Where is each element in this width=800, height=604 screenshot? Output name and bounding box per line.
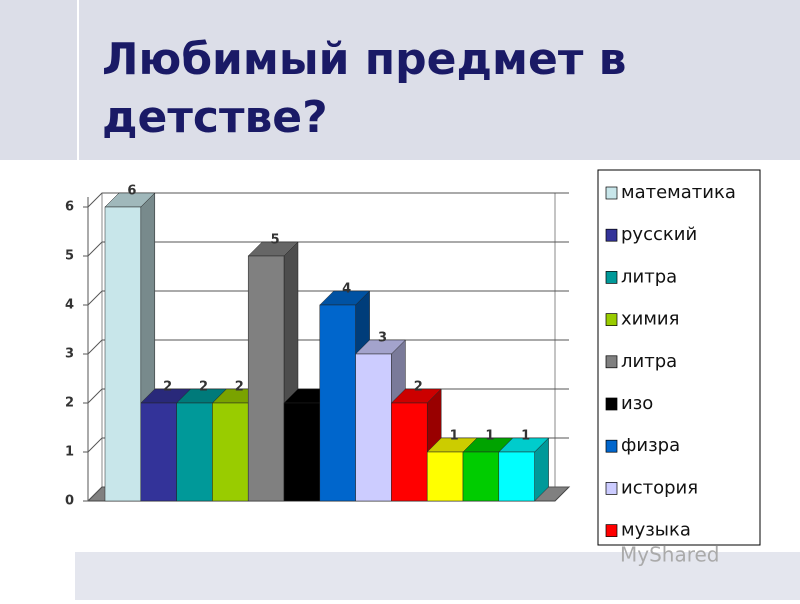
bar bbox=[355, 353, 392, 502]
data-label: 1 bbox=[450, 429, 459, 444]
legend-label: литра bbox=[621, 351, 677, 372]
data-label: 6 bbox=[127, 184, 136, 199]
y-tick-label: 3 bbox=[65, 347, 74, 362]
bar bbox=[426, 451, 464, 502]
grid-line bbox=[87, 388, 103, 404]
legend-label: литра bbox=[621, 266, 677, 287]
legend-swatch bbox=[605, 313, 618, 326]
legend-swatch bbox=[605, 482, 618, 495]
bottom-band bbox=[75, 552, 800, 600]
legend-label: русский bbox=[621, 224, 697, 245]
bar bbox=[498, 451, 535, 502]
bar bbox=[176, 402, 213, 502]
bar bbox=[104, 206, 142, 502]
y-tick-label: 4 bbox=[65, 298, 74, 313]
legend-swatch bbox=[605, 524, 618, 537]
data-label: 2 bbox=[414, 380, 423, 395]
bar bbox=[391, 402, 428, 502]
grid-line bbox=[87, 437, 103, 453]
data-label: 1 bbox=[485, 429, 494, 444]
bar bbox=[283, 402, 321, 502]
y-tick-label: 2 bbox=[65, 396, 74, 411]
y-tick-label: 6 bbox=[65, 200, 74, 215]
legend-swatch bbox=[605, 439, 618, 453]
data-label: 1 bbox=[521, 429, 530, 444]
slide-title: Любимый предмет в детстве? bbox=[102, 34, 627, 143]
data-label: 2 bbox=[163, 380, 172, 395]
data-label: 2 bbox=[199, 380, 208, 395]
bar bbox=[247, 255, 285, 502]
grid-line bbox=[87, 290, 103, 306]
legend-label: физра bbox=[621, 435, 680, 456]
watermark: MyShared bbox=[620, 543, 720, 567]
grid-line bbox=[87, 486, 103, 502]
legend-swatch bbox=[605, 271, 618, 284]
legend-label: химия bbox=[621, 309, 679, 330]
grid-line bbox=[87, 241, 103, 257]
y-tick-label: 5 bbox=[65, 249, 74, 264]
data-label: 4 bbox=[342, 282, 351, 297]
bar bbox=[462, 451, 500, 502]
bar bbox=[140, 402, 177, 502]
legend-label: музыка bbox=[621, 520, 691, 541]
bar bbox=[319, 304, 356, 502]
legend-label: математика bbox=[621, 182, 736, 203]
data-label: 2 bbox=[235, 380, 244, 395]
grid-line bbox=[87, 339, 103, 355]
legend-box bbox=[597, 169, 761, 546]
y-tick-label: 0 bbox=[65, 494, 74, 509]
legend-swatch bbox=[605, 397, 618, 411]
grid-line bbox=[87, 192, 103, 208]
legend-label: изо bbox=[621, 393, 653, 414]
legend-swatch bbox=[605, 186, 618, 200]
legend-label: история bbox=[621, 477, 698, 498]
title-band bbox=[0, 0, 800, 160]
legend-swatch bbox=[605, 228, 618, 242]
legend-swatch bbox=[605, 355, 618, 369]
data-label: 5 bbox=[271, 233, 280, 248]
bar bbox=[212, 402, 249, 502]
data-label: 3 bbox=[378, 331, 387, 346]
y-tick-label: 1 bbox=[65, 445, 74, 460]
